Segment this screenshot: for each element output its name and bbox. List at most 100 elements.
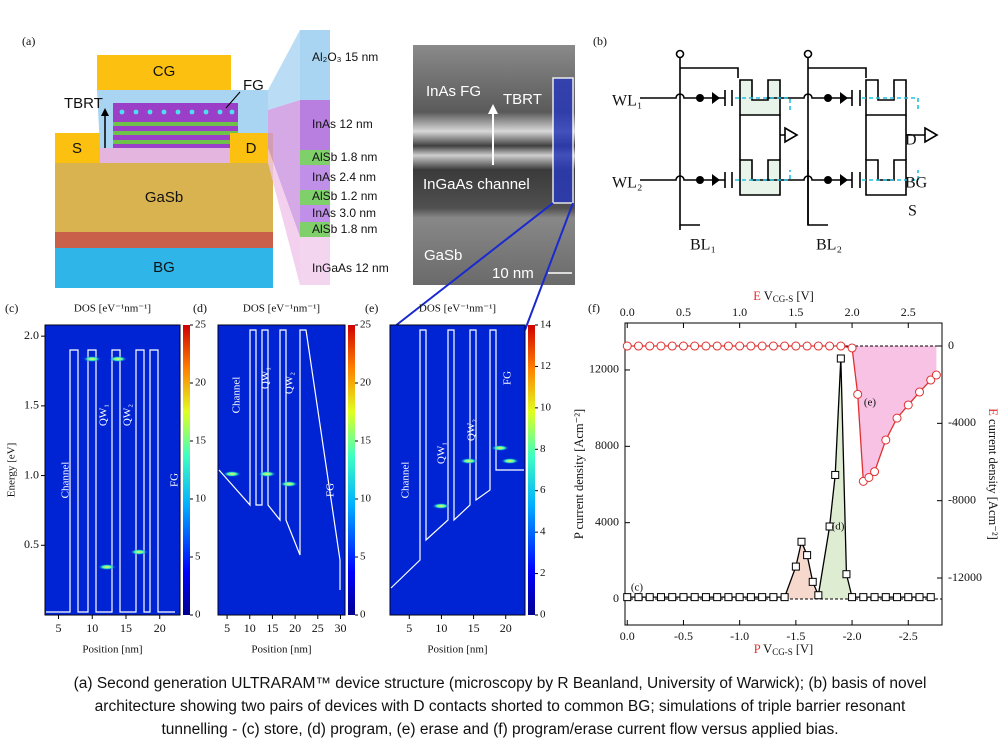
colorbar-tick-label: 4 [540, 526, 546, 538]
circuit [640, 49, 939, 230]
layer-label: InAs 12 nm [312, 117, 373, 131]
e-point [836, 341, 846, 351]
p-point [735, 593, 744, 602]
tem-label: TBRT [503, 91, 542, 108]
axis-label: P VCG-S [V] [754, 642, 813, 657]
tem-label: InGaAs channel [423, 176, 530, 193]
layer-labels: Al₂O₃ 15 nm InAs 12 nm AlSb 1.8 nm InAs 2.4… [312, 50, 389, 275]
axis-label: E VCG-S [V] [753, 289, 814, 304]
colorbar-tick-label: 0 [195, 609, 201, 621]
e-point [802, 341, 812, 351]
label: BL₂ [816, 237, 842, 254]
y-tick-label: 1.0 [24, 467, 39, 481]
region-label: QW₁ [260, 367, 272, 389]
panel-label: (c) [5, 301, 18, 315]
x-tick-label: 25 [312, 621, 324, 635]
chart-f: (f) 0.0 -0.5 -1.0 -1.5 -2.0 -2.5 0.0 0.5 1.0 1.5 2.… [572, 289, 1000, 657]
dos-peak [83, 356, 101, 362]
barrier [113, 140, 238, 144]
dos-peak [432, 503, 450, 509]
dos-title: DOS [eV⁻¹nm⁻¹] [243, 303, 320, 315]
p-point [724, 593, 733, 602]
p-point [758, 593, 767, 602]
e-point [667, 341, 677, 351]
colorbar [348, 325, 355, 615]
e-point [746, 341, 756, 351]
region-label: Channel [60, 462, 72, 499]
x-axis-label: Position [nm] [82, 644, 142, 656]
axis-label: E current density [Acm⁻²] [986, 408, 1000, 540]
e-point [633, 341, 643, 351]
zoom-line [524, 202, 574, 331]
p-point [881, 593, 890, 602]
p-point [825, 522, 834, 531]
stack-layer [300, 30, 330, 100]
s-contact [55, 133, 100, 163]
label-part: E [753, 289, 761, 303]
stack-layer [300, 237, 330, 285]
region-label: Channel [231, 377, 243, 414]
p-point [780, 593, 789, 602]
figure: (a) CG FG TBRT S D GaSb BG InAs FG TBRT … [5, 30, 1000, 657]
zoom-wedge [268, 148, 300, 285]
zoom-line [389, 202, 554, 331]
bg-layer [55, 248, 273, 288]
e-point [690, 341, 700, 351]
annotation: (d) [832, 521, 845, 533]
dos-panels: (c) DOS [eV⁻¹nm⁻¹]Position [nm]5 10 15 200.5… [5, 301, 552, 656]
x-tick-label: 20 [154, 621, 166, 635]
fg-pointer [225, 91, 241, 109]
e-point [926, 375, 936, 385]
tick-label: 1.0 [732, 305, 747, 319]
x-tick-label: 10 [244, 621, 256, 635]
tick-label: 0.0 [620, 305, 635, 319]
colorbar-tick-label: 2 [540, 567, 546, 579]
tick-label: 4000 [595, 514, 619, 528]
region-label: FG [325, 483, 337, 497]
label: GaSb [145, 189, 183, 206]
e-point [723, 341, 733, 351]
dos-title: DOS [eV⁻¹nm⁻¹] [419, 303, 496, 315]
label: CG [153, 63, 176, 80]
region-label: QW₂ [122, 404, 134, 426]
label-part: [V] [793, 642, 813, 656]
buffer-layer [55, 232, 273, 248]
x-tick-label: 5 [406, 621, 412, 635]
e-point [701, 341, 711, 351]
circuit-labels: (b) WL₁ WL₂ BL₁ BL₂ D BG S [593, 34, 928, 254]
colorbar-tick-label: 14 [540, 319, 552, 331]
colorbar-tick-label: 20 [360, 377, 372, 389]
p-point [808, 577, 817, 586]
tick-label: 0.0 [620, 629, 635, 643]
e-point [645, 341, 655, 351]
colorbar-tick-label: 5 [195, 551, 201, 563]
stack-layer [300, 222, 330, 237]
dos-peak [280, 481, 298, 487]
colorbar-tick-label: 25 [195, 319, 207, 331]
x-tick-label: 20 [500, 621, 512, 635]
tick-label: 2.5 [901, 305, 916, 319]
x-tick-label: 15 [120, 621, 132, 635]
heatmap [217, 324, 346, 616]
region-label: FG [169, 473, 181, 487]
p-point [831, 470, 840, 479]
x-tick-label: 5 [224, 621, 230, 635]
barrier [113, 131, 238, 135]
p-point [791, 562, 800, 571]
stack-layer [300, 100, 330, 150]
region-label: FG [502, 371, 514, 385]
tick-label: 1.5 [788, 305, 803, 319]
dos-peak [130, 549, 148, 555]
p-point [623, 593, 632, 602]
p-point [769, 593, 778, 602]
label-part: P [754, 642, 761, 656]
region-label: QW₂ [466, 419, 478, 441]
highlight-box [552, 77, 574, 204]
colorbar-tick-label: 10 [540, 401, 552, 413]
label: S [908, 203, 917, 220]
e-point [892, 413, 902, 423]
p-point [797, 537, 806, 546]
y-tick-label: 1.5 [24, 398, 39, 412]
region-label: QW₁ [98, 404, 110, 426]
cg-layer [97, 55, 231, 90]
